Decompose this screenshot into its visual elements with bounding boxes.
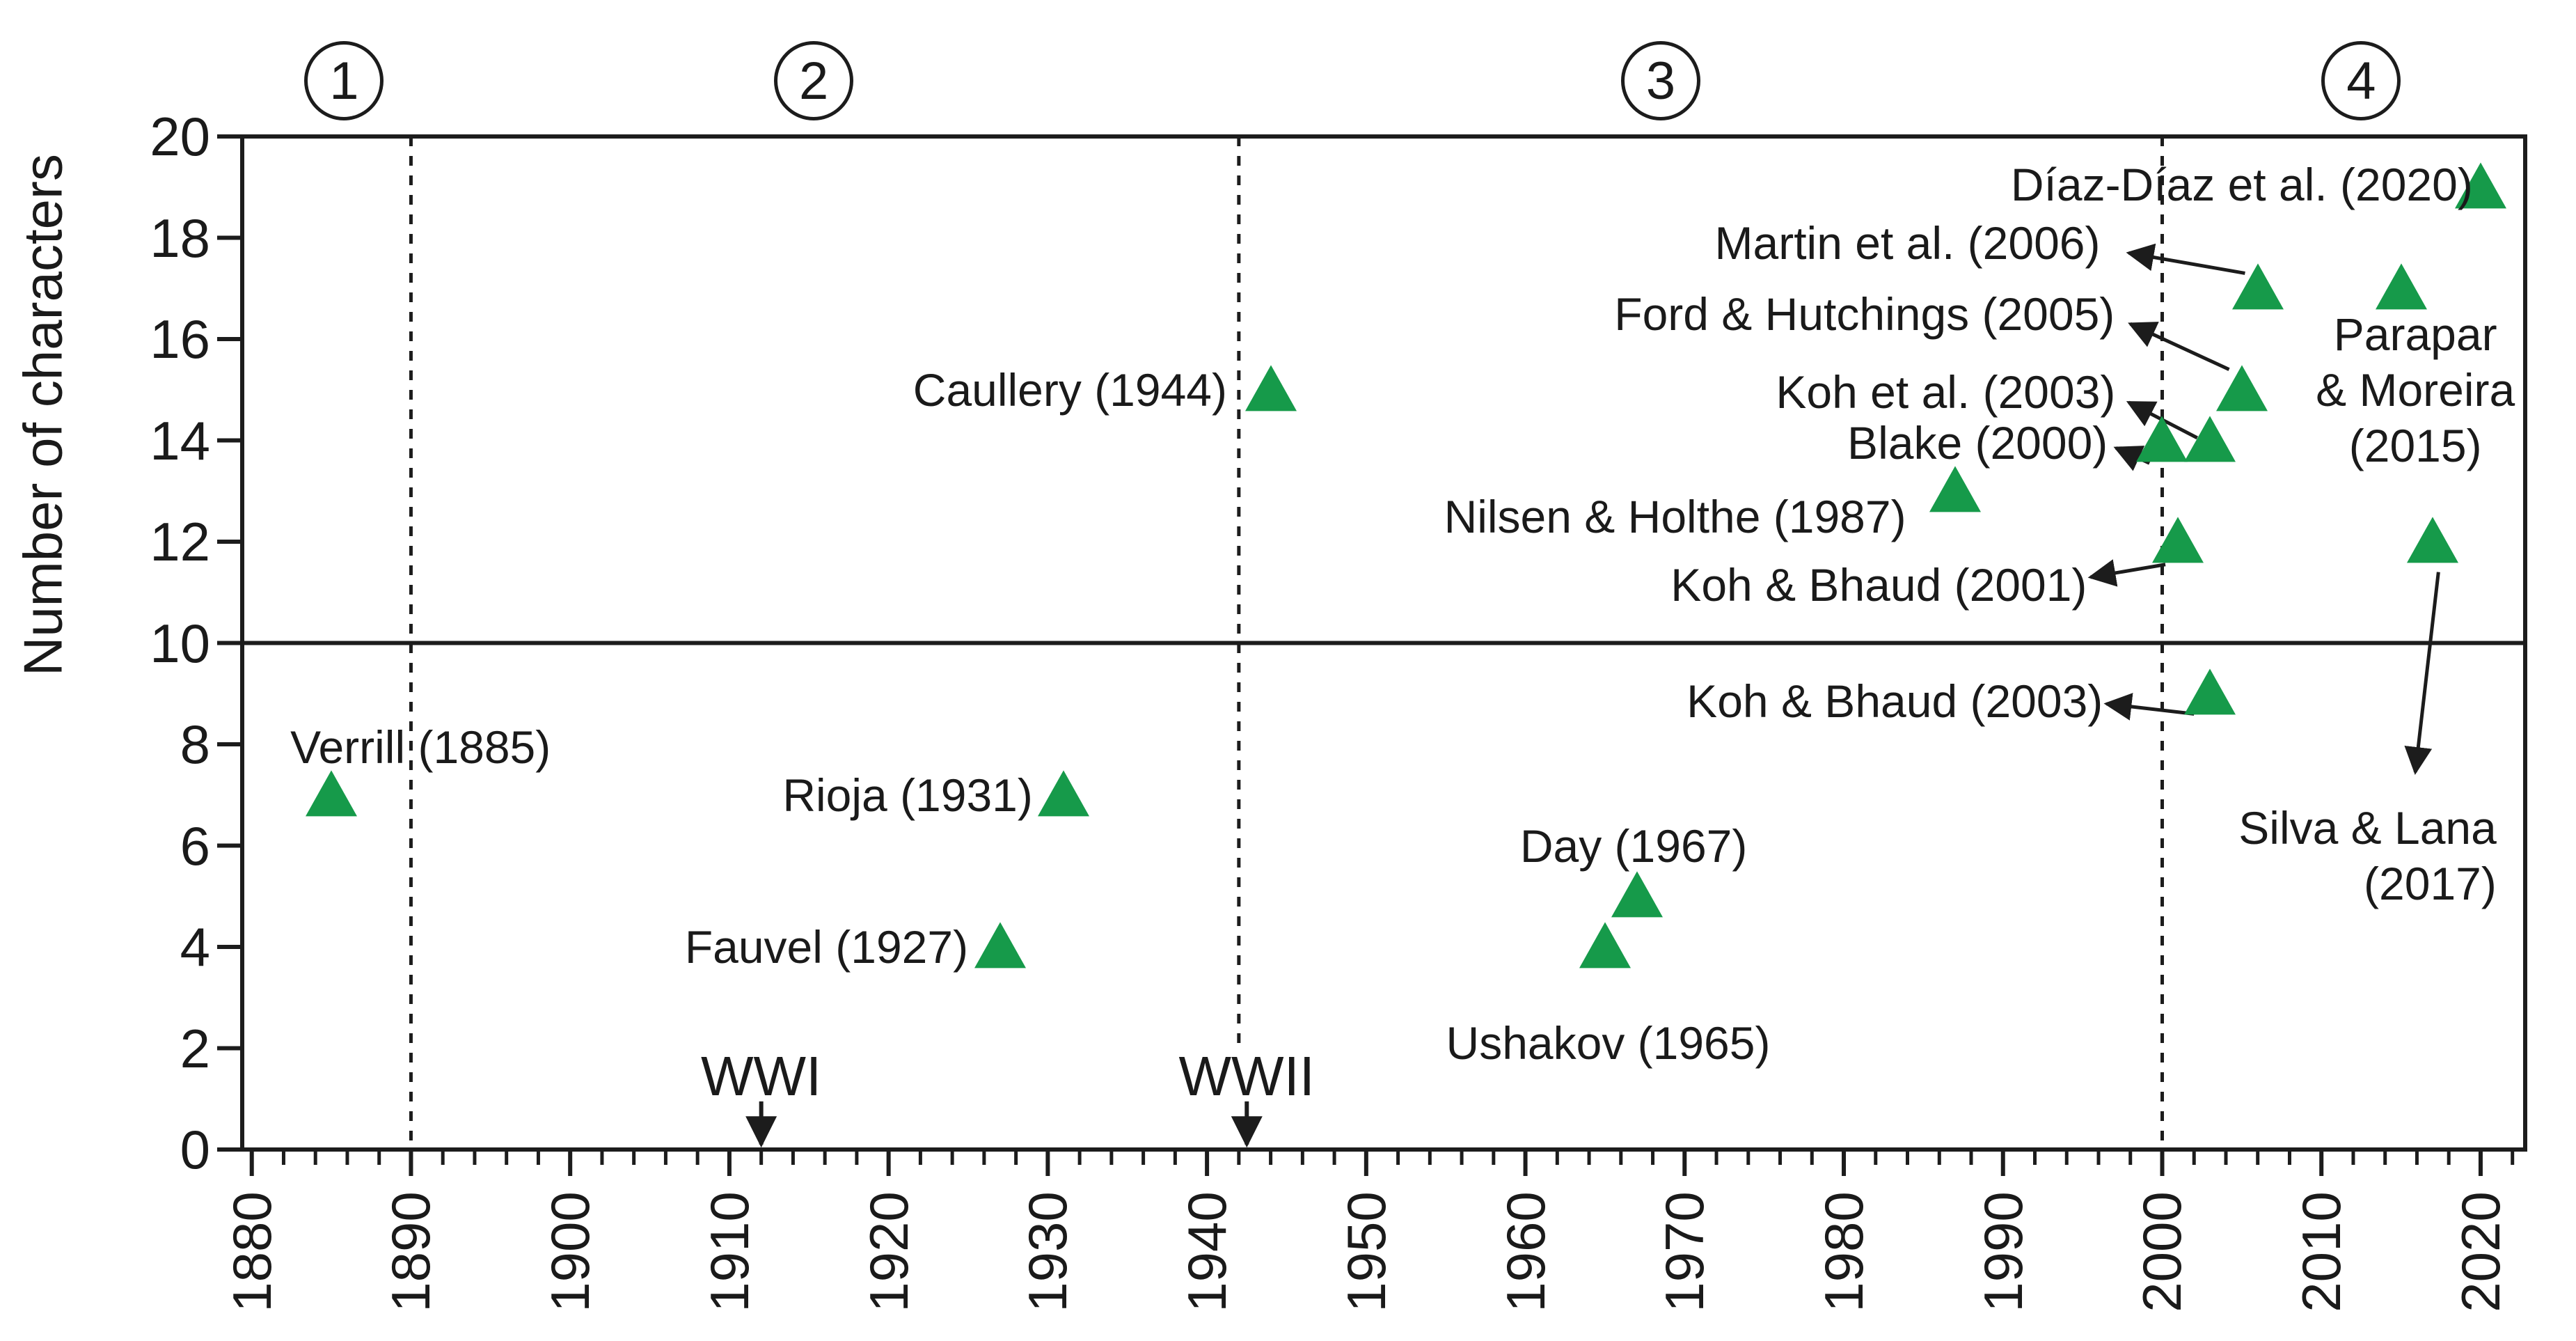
- data-point-marker: [2231, 263, 2284, 310]
- x-tick-label: 1900: [539, 1191, 601, 1312]
- data-point-marker: [1244, 365, 1297, 411]
- data-point-marker: [2407, 517, 2459, 563]
- x-tick-label: 1990: [1972, 1191, 2034, 1312]
- data-point-label: Silva & Lana (2017): [2238, 800, 2497, 911]
- data-point-marker: [1038, 770, 1090, 817]
- data-point-marker: [2184, 415, 2236, 462]
- data-point-marker: [2152, 517, 2204, 563]
- data-point-label-line: (2017): [2364, 858, 2497, 910]
- war-label: WWI: [701, 1044, 822, 1107]
- data-point-label-line: Koh et al. (2003): [1776, 366, 2116, 418]
- data-point-marker: [974, 922, 1026, 968]
- y-tick-label: 10: [150, 612, 210, 674]
- x-tick-label: 1910: [698, 1191, 760, 1312]
- x-tick-label: 1880: [221, 1191, 283, 1312]
- data-point-label: Díaz-Díaz et al. (2020): [2011, 157, 2473, 212]
- period-number-circle: 2: [774, 41, 854, 120]
- data-point-label: Koh & Bhaud (2003): [1686, 673, 2103, 729]
- x-tick-label: 2010: [2291, 1191, 2353, 1312]
- data-point-marker: [1611, 871, 1663, 918]
- data-point-label-line: (2015): [2348, 419, 2482, 471]
- y-tick-label: 4: [180, 916, 210, 978]
- data-point-label: Fauvel (1927): [685, 919, 968, 975]
- x-tick-label: 2020: [2449, 1191, 2511, 1312]
- data-point-label: Blake (2000): [1847, 415, 2108, 471]
- y-tick-label: 8: [180, 714, 210, 775]
- data-point-marker: [1579, 922, 1631, 968]
- x-tick-label: 1920: [858, 1191, 919, 1312]
- y-tick-label: 12: [150, 511, 210, 572]
- y-tick-label: 2: [180, 1017, 210, 1079]
- annotation-arrow: [2404, 572, 2440, 775]
- data-point-label-line: Koh & Bhaud (2001): [1670, 558, 2087, 611]
- data-point-label: Koh & Bhaud (2001): [1670, 557, 2087, 613]
- annotation-arrow: [2103, 693, 2195, 721]
- data-point-label: Ushakov (1965): [1446, 1015, 1771, 1071]
- x-tick-label: 1940: [1176, 1191, 1238, 1312]
- data-point-label-line: Díaz-Díaz et al. (2020): [2010, 159, 2473, 211]
- data-point-label: Parapar & Moreira (2015): [2316, 306, 2515, 473]
- data-point-label: Nilsen & Holthe (1987): [1444, 489, 1906, 544]
- data-point-label: Rioja (1931): [782, 767, 1033, 823]
- y-tick-label: 14: [150, 409, 210, 471]
- data-point-label: Verrill (1885): [290, 719, 551, 775]
- annotation-arrow: [2128, 322, 2230, 371]
- data-point-label-line: Caullery (1944): [912, 363, 1227, 416]
- period-number-circle: 3: [1620, 41, 1700, 120]
- data-point-label: Day (1967): [1520, 818, 1748, 874]
- x-tick-label: 1890: [380, 1191, 442, 1312]
- y-tick-label: 20: [150, 106, 210, 167]
- y-tick-label: 6: [180, 815, 210, 877]
- data-point-label-line: Silva & Lana: [2238, 802, 2497, 854]
- data-point-label: Koh et al. (2003): [1776, 364, 2115, 420]
- data-point-label-line: Blake (2000): [1847, 417, 2108, 469]
- data-point-marker: [2215, 365, 2268, 411]
- data-point-marker: [1929, 466, 1982, 512]
- y-tick-label: 16: [150, 308, 210, 370]
- data-point-label-line: Parapar: [2333, 308, 2497, 360]
- data-point-label-line: & Moreira: [2316, 363, 2515, 416]
- x-tick-label: 2000: [2131, 1191, 2193, 1312]
- data-point-marker: [2375, 263, 2427, 310]
- data-point-label-line: Martin et al. (2006): [1714, 217, 2101, 269]
- data-point-label-line: Rioja (1931): [782, 769, 1033, 821]
- data-point-label: Ford & Hutchings (2005): [1614, 286, 2115, 342]
- period-number-circle: 4: [2321, 41, 2401, 120]
- data-point-marker: [2184, 668, 2236, 715]
- data-point-marker: [2454, 162, 2506, 209]
- x-tick-label: 1970: [1654, 1191, 1716, 1312]
- annotation-arrow: [2087, 559, 2166, 587]
- data-point-label-line: Fauvel (1927): [684, 921, 969, 973]
- data-point-label: Martin et al. (2006): [1715, 215, 2101, 271]
- data-point-label-line: Ford & Hutchings (2005): [1614, 288, 2115, 340]
- x-tick-label: 1930: [1017, 1191, 1079, 1312]
- x-tick-label: 1950: [1335, 1191, 1397, 1312]
- data-point-label-line: Nilsen & Holthe (1987): [1444, 490, 1906, 542]
- data-point-label-line: Day (1967): [1519, 820, 1748, 872]
- data-point-label-line: Koh & Bhaud (2003): [1686, 675, 2103, 728]
- x-tick-label: 1960: [1494, 1191, 1556, 1312]
- x-tick-label: 1980: [1813, 1191, 1875, 1312]
- data-point-label-line: Ushakov (1965): [1446, 1017, 1771, 1069]
- war-label: WWII: [1178, 1044, 1315, 1107]
- data-point-marker: [306, 770, 358, 817]
- data-point-label-line: Verrill (1885): [290, 721, 551, 773]
- y-tick-label: 0: [180, 1119, 210, 1180]
- annotation-arrow: [2126, 243, 2245, 275]
- y-tick-label: 18: [150, 207, 210, 269]
- data-point-label: Caullery (1944): [913, 362, 1227, 418]
- period-number-circle: 1: [304, 41, 384, 120]
